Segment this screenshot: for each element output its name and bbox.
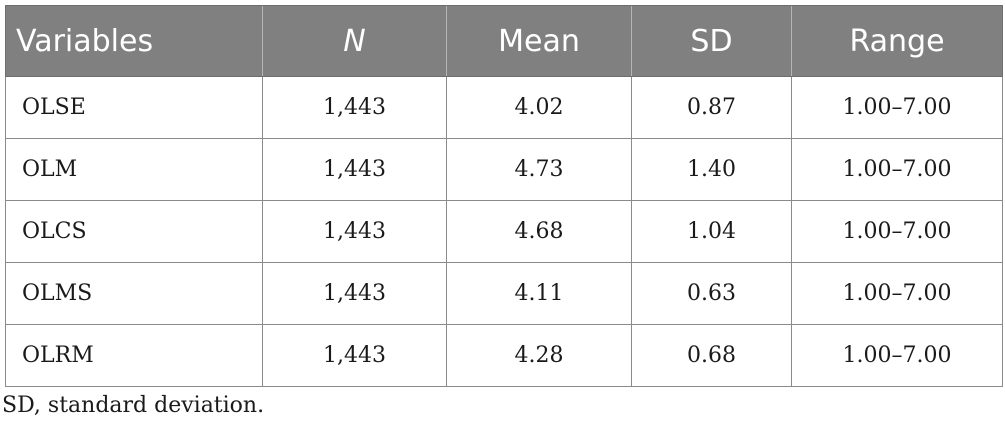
- cell-variable: OLSE: [5, 76, 263, 139]
- cell-mean: 4.73: [446, 138, 632, 201]
- table-body: OLSE 1,443 4.02 0.87 1.00–7.00 OLM 1,443…: [5, 76, 1003, 387]
- table-row: OLRM 1,443 4.28 0.68 1.00–7.00: [5, 324, 1003, 387]
- cell-mean: 4.68: [446, 200, 632, 263]
- table-footnote: SD, standard deviation.: [2, 393, 265, 418]
- header-n: N: [262, 5, 447, 77]
- table-row: OLCS 1,443 4.68 1.04 1.00–7.00: [5, 200, 1003, 263]
- descriptive-statistics-table: Variables N Mean SD Range OLSE 1,443 4.0…: [5, 5, 1003, 387]
- cell-n: 1,443: [262, 200, 447, 263]
- cell-range: 1.00–7.00: [791, 138, 1003, 201]
- header-row: Variables N Mean SD Range: [5, 5, 1003, 77]
- cell-sd: 0.63: [631, 262, 792, 325]
- table-row: OLSE 1,443 4.02 0.87 1.00–7.00: [5, 76, 1003, 139]
- cell-range: 1.00–7.00: [791, 324, 1003, 387]
- cell-sd: 0.68: [631, 324, 792, 387]
- cell-variable: OLCS: [5, 200, 263, 263]
- header-mean: Mean: [446, 5, 632, 77]
- cell-variable: OLM: [5, 138, 263, 201]
- cell-n: 1,443: [262, 138, 447, 201]
- cell-sd: 1.40: [631, 138, 792, 201]
- cell-range: 1.00–7.00: [791, 200, 1003, 263]
- cell-range: 1.00–7.00: [791, 76, 1003, 139]
- cell-range: 1.00–7.00: [791, 262, 1003, 325]
- header-range: Range: [791, 5, 1003, 77]
- cell-mean: 4.02: [446, 76, 632, 139]
- header-variables: Variables: [5, 5, 263, 77]
- cell-n: 1,443: [262, 76, 447, 139]
- cell-variable: OLRM: [5, 324, 263, 387]
- cell-mean: 4.28: [446, 324, 632, 387]
- cell-variable: OLMS: [5, 262, 263, 325]
- table-row: OLMS 1,443 4.11 0.63 1.00–7.00: [5, 262, 1003, 325]
- cell-n: 1,443: [262, 262, 447, 325]
- cell-sd: 0.87: [631, 76, 792, 139]
- cell-n: 1,443: [262, 324, 447, 387]
- descriptive-statistics-table-container: Variables N Mean SD Range OLSE 1,443 4.0…: [5, 5, 1003, 387]
- cell-sd: 1.04: [631, 200, 792, 263]
- table-header: Variables N Mean SD Range: [5, 5, 1003, 77]
- header-sd: SD: [631, 5, 792, 77]
- cell-mean: 4.11: [446, 262, 632, 325]
- table-row: OLM 1,443 4.73 1.40 1.00–7.00: [5, 138, 1003, 201]
